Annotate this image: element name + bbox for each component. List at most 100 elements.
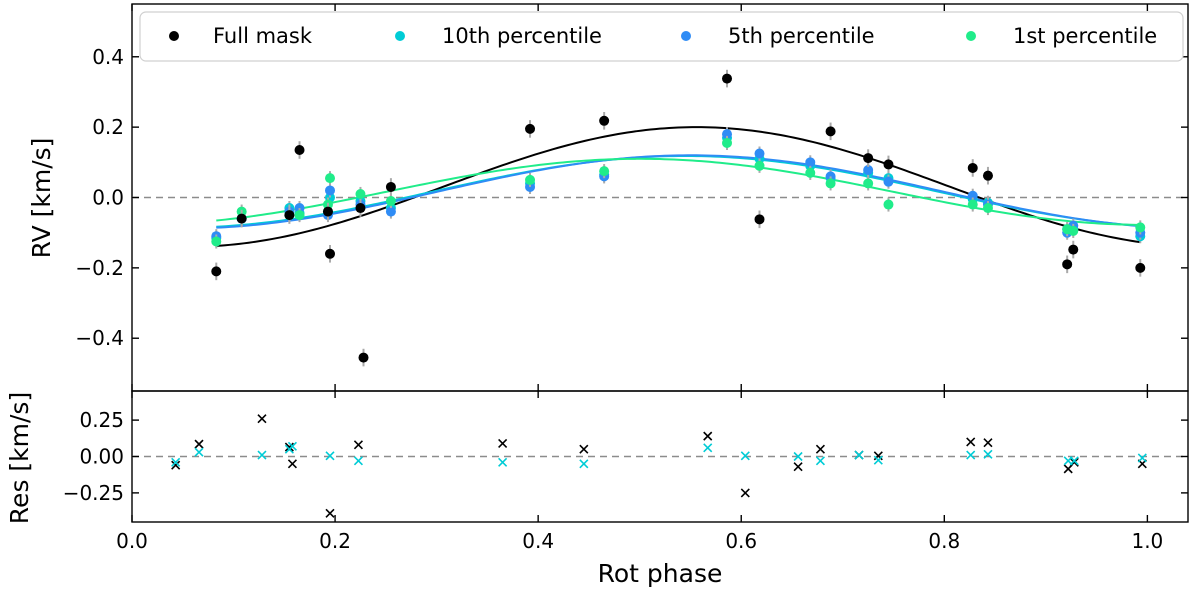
legend-label-5th-percentile: 5th percentile — [728, 24, 875, 48]
data-point — [967, 190, 978, 201]
legend-marker-full-mask — [169, 31, 179, 41]
residual-point — [257, 450, 267, 460]
data-point — [385, 206, 396, 217]
residual-series-full-mask-residuals — [171, 414, 1147, 518]
data-point — [883, 176, 894, 187]
residual-point — [703, 443, 713, 453]
data-point — [722, 137, 733, 148]
residual-point — [983, 449, 993, 459]
legend-entry-1st-percentile: 1st percentile — [966, 24, 1157, 48]
data-point — [1062, 259, 1073, 270]
residual-point — [353, 440, 363, 450]
residual-point — [257, 414, 267, 424]
data-point — [722, 73, 733, 84]
residual-point — [983, 438, 993, 448]
residual-point — [287, 459, 297, 469]
res-y-tick-label: 0.00 — [79, 445, 124, 469]
residual-point — [815, 456, 825, 466]
data-point — [754, 160, 765, 171]
data-point — [325, 173, 335, 184]
residual-point — [740, 451, 750, 461]
rv-fit-curves — [216, 126, 1141, 247]
legend: Full mask 10th percentile 5th percentile… — [139, 11, 1184, 62]
legend-entry-10th-percentile: 10th percentile — [395, 24, 602, 48]
x-tick-label: 0.0 — [116, 529, 148, 553]
data-point — [211, 236, 222, 247]
data-point — [525, 174, 536, 185]
residual-series-percentile-residuals — [171, 441, 1147, 469]
data-point — [754, 214, 765, 225]
rv-panel: −0.4 −0.2 0.0 0.2 0.4 RV [km/s] Full mask 10… — [27, 3, 1189, 392]
y-tick-label: 0.2 — [92, 115, 124, 139]
series-5th-percentile — [211, 127, 1146, 244]
legend-marker-5th-percentile — [681, 31, 691, 41]
data-point — [294, 145, 305, 156]
legend-entry-5th-percentile: 5th percentile — [681, 24, 875, 48]
data-point — [982, 203, 993, 214]
series-1st-percentile — [211, 135, 1146, 249]
residual-point — [793, 462, 803, 472]
fit-curve-10th-percentile — [216, 154, 1141, 228]
residual-point — [703, 431, 713, 441]
series-10th-percentile — [211, 130, 1146, 245]
res-y-tick-label: 0.25 — [79, 408, 124, 432]
residual-point — [325, 508, 335, 518]
data-point — [236, 213, 247, 224]
x-axis-label: Rot phase — [598, 559, 723, 588]
data-point — [525, 123, 536, 134]
residual-point — [194, 439, 204, 449]
residual-point — [740, 488, 750, 498]
data-point — [325, 248, 335, 259]
residual-point — [966, 437, 976, 447]
y-tick-label: −0.4 — [75, 326, 124, 350]
data-point — [982, 170, 993, 181]
residual-point — [854, 450, 864, 460]
residual-point — [498, 438, 508, 448]
residual-point — [325, 451, 335, 461]
y-tick-label: −0.2 — [75, 256, 124, 280]
data-point — [358, 352, 369, 363]
rv-data-points — [211, 69, 1146, 367]
legend-entry-full-mask: Full mask — [169, 24, 313, 48]
residuals-y-axis-label: Res [km/s] — [5, 392, 34, 524]
residuals-panel: −0.25 0.00 0.25 0.0 0.2 0.4 0.6 0.8 1.0 Res [km/… — [5, 390, 1189, 588]
residual-point — [284, 442, 294, 452]
data-point — [967, 199, 978, 210]
data-point — [825, 178, 836, 189]
data-point — [294, 210, 305, 221]
data-point — [1068, 225, 1079, 236]
fit-curve-1st-percentile — [216, 157, 1141, 226]
data-point — [722, 129, 733, 140]
residual-point — [873, 455, 883, 465]
data-point — [863, 178, 874, 189]
data-point — [883, 199, 894, 210]
residual-point — [966, 450, 976, 460]
legend-label-full-mask: Full mask — [213, 24, 313, 48]
data-point — [211, 266, 222, 277]
data-point — [883, 159, 894, 170]
residual-point — [498, 457, 508, 467]
residual-point — [194, 447, 204, 457]
data-point — [284, 210, 295, 221]
data-point — [599, 166, 610, 177]
data-point — [805, 167, 816, 178]
data-point — [863, 153, 874, 164]
data-point — [355, 188, 366, 199]
data-point — [1135, 262, 1146, 273]
fit-curve-5th-percentile — [216, 154, 1141, 229]
data-point — [322, 206, 333, 217]
legend-marker-1st-percentile — [966, 31, 976, 41]
residual-point — [1137, 453, 1147, 463]
residual-point — [171, 460, 181, 470]
data-point — [1068, 244, 1079, 255]
x-tick-label: 0.6 — [725, 529, 757, 553]
residual-point — [793, 451, 803, 462]
residual-point — [1069, 456, 1079, 466]
x-tick-label: 0.4 — [522, 529, 554, 553]
residual-point — [171, 457, 181, 467]
x-tick-label: 0.2 — [319, 529, 351, 553]
residual-point — [579, 444, 589, 454]
data-point — [805, 157, 816, 168]
x-tick-label: 1.0 — [1131, 529, 1163, 553]
